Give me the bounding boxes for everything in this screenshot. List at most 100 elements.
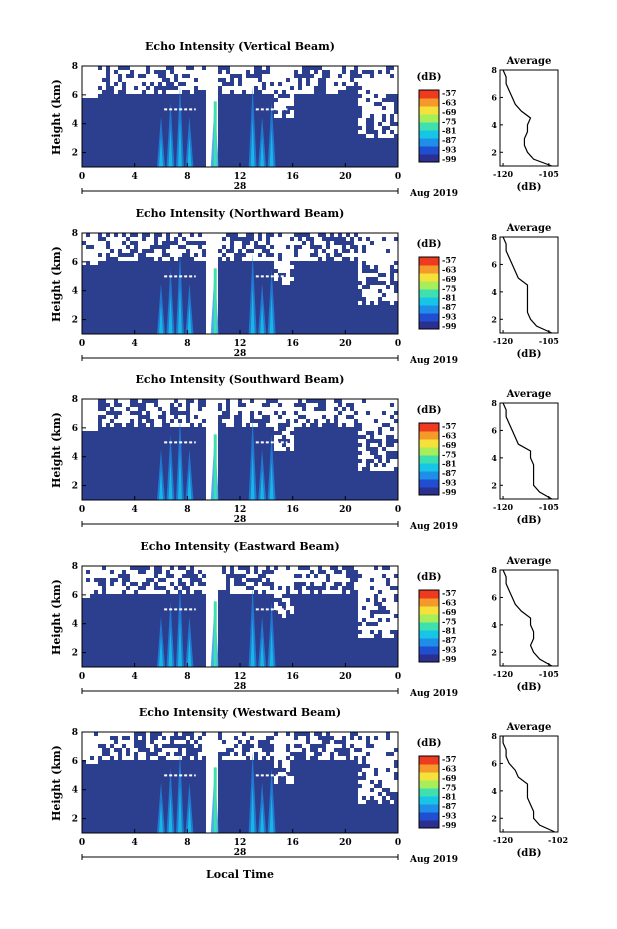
heatmap-missing-cell [390, 598, 394, 602]
heatmap-missing-cell [370, 253, 374, 257]
heatmap-missing-cell [370, 134, 374, 138]
heatmap-missing-cell [254, 407, 258, 411]
heatmap-missing-cell [94, 586, 98, 590]
heatmap-missing-cell [370, 94, 374, 98]
average-x-label: (dB) [517, 349, 542, 360]
heatmap-missing-cell [334, 732, 338, 736]
heatmap-missing-cell [330, 574, 334, 578]
heatmap-missing-cell [122, 586, 126, 590]
heatmap-missing-cell [82, 582, 86, 586]
heatmap-missing-cell [290, 606, 294, 610]
heatmap-missing-cell [382, 756, 386, 760]
heatmap-missing-cell [342, 570, 346, 574]
heatmap-missing-cell [102, 249, 106, 253]
heatmap-missing-cell [270, 257, 274, 261]
heatmap-missing-cell [170, 233, 174, 237]
heatmap-missing-cell [358, 90, 362, 94]
heatmap-missing-cell [178, 237, 182, 241]
heatmap-missing-cell [194, 74, 198, 78]
heatmap-missing-cell [278, 610, 282, 614]
heatmap-missing-cell [190, 70, 194, 74]
heatmap-missing-cell [374, 293, 378, 297]
heatmap-missing-cell [386, 574, 390, 578]
heatmap-missing-cell [194, 586, 198, 590]
heatmap-missing-cell [282, 66, 286, 70]
heatmap-missing-cell [102, 70, 106, 74]
heatmap-missing-cell [282, 590, 286, 594]
heatmap-missing-cell [394, 86, 398, 90]
heatmap-missing-cell [394, 566, 398, 570]
heatmap-missing-cell [358, 419, 362, 423]
heatmap-missing-cell [222, 90, 226, 94]
heatmap-missing-cell [182, 399, 186, 403]
heatmap-missing-cell [318, 411, 322, 415]
heatmap-missing-cell [374, 110, 378, 114]
heatmap-missing-cell [226, 74, 230, 78]
heatmap-missing-cell [230, 752, 234, 756]
heatmap-missing-cell [234, 70, 238, 74]
heatmap-missing-cell [330, 241, 334, 245]
heatmap-missing-cell [298, 736, 302, 740]
heatmap-missing-cell [278, 66, 282, 70]
heatmap-missing-cell [170, 415, 174, 419]
heatmap-missing-cell [246, 732, 250, 736]
heatmap-missing-cell [374, 126, 378, 130]
heatmap-missing-cell [150, 407, 154, 411]
heatmap-missing-cell [210, 122, 214, 126]
heatmap-missing-cell [114, 574, 118, 578]
heatmap-missing-cell [226, 86, 230, 90]
heatmap-missing-cell [278, 237, 282, 241]
heatmap-missing-cell [238, 744, 242, 748]
heatmap-missing-cell [102, 419, 106, 423]
heatmap-missing-cell [254, 744, 258, 748]
heatmap-missing-cell [358, 744, 362, 748]
colorbar-tick-label: -81 [442, 293, 456, 303]
average-profile-line [502, 569, 553, 667]
heatmap-missing-cell [162, 740, 166, 744]
heatmap-missing-cell [382, 586, 386, 590]
x-tick-label: 16 [286, 672, 299, 682]
heatmap-missing-cell [362, 407, 366, 411]
heatmap-missing-cell [222, 419, 226, 423]
x-tick-label: 8 [184, 505, 190, 515]
heatmap-missing-cell [310, 411, 314, 415]
heatmap-missing-cell [194, 407, 198, 411]
heatmap-missing-cell [206, 459, 210, 463]
heatmap-missing-cell [210, 602, 214, 606]
heatmap-missing-cell [330, 70, 334, 74]
heatmap-missing-cell [286, 740, 290, 744]
heatmap-missing-cell [390, 582, 394, 586]
heatmap-missing-cell [106, 736, 110, 740]
heatmap-missing-cell [370, 752, 374, 756]
x-tick-label: 20 [339, 838, 352, 848]
heatmap-missing-cell [366, 257, 370, 261]
heatmap-missing-cell [354, 403, 358, 407]
heatmap-missing-cell [282, 614, 286, 618]
heatmap-missing-cell [378, 594, 382, 598]
heatmap-missing-cell [94, 70, 98, 74]
heatmap-missing-cell [210, 594, 214, 598]
heatmap-missing-cell [394, 618, 398, 622]
heatmap-missing-cell [214, 752, 218, 756]
heatmap-missing-cell [298, 740, 302, 744]
heatmap-missing-cell [206, 305, 210, 309]
heatmap-missing-cell [394, 780, 398, 784]
y-tick-label: 6 [72, 258, 78, 268]
heatmap-missing-cell [390, 590, 394, 594]
heatmap-missing-cell [114, 590, 118, 594]
heatmap-missing-cell [370, 273, 374, 277]
y-tick-label: 8 [72, 395, 78, 405]
heatmap-missing-cell [94, 419, 98, 423]
heatmap-missing-cell [362, 792, 366, 796]
heatmap-missing-cell [170, 578, 174, 582]
heatmap-missing-cell [178, 574, 182, 578]
heatmap-missing-cell [374, 257, 378, 261]
heatmap-missing-cell [390, 772, 394, 776]
echo-plume-core [187, 469, 192, 500]
colorbar-tick-label: -63 [442, 264, 457, 274]
heatmap-missing-cell [354, 566, 358, 570]
heatmap-missing-cell [114, 245, 118, 249]
echo-plume-core [177, 618, 182, 667]
heatmap-missing-cell [386, 598, 390, 602]
heatmap-missing-cell [358, 566, 362, 570]
